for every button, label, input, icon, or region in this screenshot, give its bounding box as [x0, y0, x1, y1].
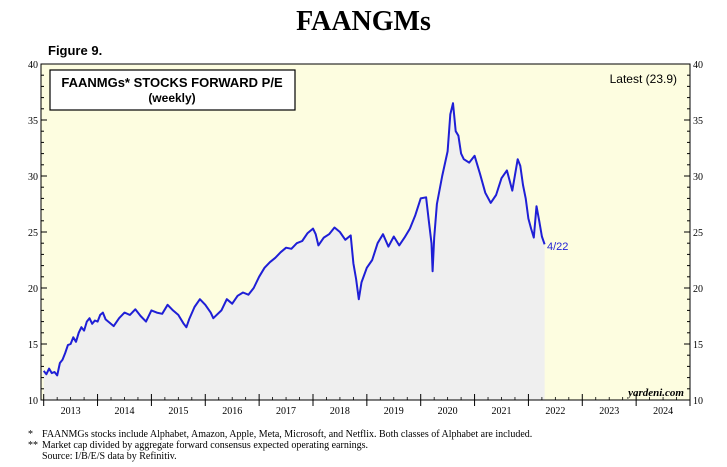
- y-tick-label: 35: [28, 116, 38, 127]
- y-axis-left: 10 15 20 25 30 35 40: [28, 60, 47, 407]
- y-axis-right: 10 15 20 25 30 35 40: [684, 60, 703, 407]
- footnote-text: FAANMGs stocks include Alphabet, Amazon,…: [42, 429, 533, 440]
- footnote-marker: *: [28, 429, 33, 440]
- y-tick-label: 20: [28, 284, 38, 295]
- watermark: yardeni.com: [626, 387, 684, 399]
- y-tick-label: 25: [28, 228, 38, 239]
- x-tick-label: 2023: [599, 406, 619, 417]
- y-tick-label: 30: [28, 172, 38, 183]
- y-tick-label: 35: [693, 116, 703, 127]
- y-tick-label: 10: [28, 396, 38, 407]
- footnote-text: Source: I/B/E/S data by Refinitiv.: [42, 451, 177, 462]
- x-tick-label: 2021: [491, 406, 511, 417]
- x-tick-label: 2014: [114, 406, 134, 417]
- x-tick-label: 2020: [438, 406, 458, 417]
- title-box: [49, 69, 296, 111]
- x-tick-label: 2024: [653, 406, 673, 417]
- y-tick-label: 10: [693, 396, 703, 407]
- x-tick-label: 2013: [61, 406, 81, 417]
- x-tick-label: 2015: [168, 406, 188, 417]
- x-tick-label: 2022: [545, 406, 565, 417]
- latest-label: Latest (23.9): [610, 72, 677, 86]
- y-tick-label: 15: [28, 340, 38, 351]
- x-tick-label: 2016: [222, 406, 242, 417]
- footnote-source: Source: I/B/E/S data by Refinitiv.: [28, 451, 532, 462]
- footnote-text: Market cap divided by aggregate forward …: [42, 440, 368, 451]
- footnote-1: * FAANMGs stocks include Alphabet, Amazon…: [28, 429, 532, 440]
- x-axis: 2013 2014 2015 2016 2017 2018 2019 2020 2021 2022…: [43, 394, 691, 417]
- x-tick-label: 2019: [384, 406, 404, 417]
- y-tick-label: 30: [693, 172, 703, 183]
- figure-label: Figure 9.: [48, 43, 103, 58]
- y-tick-label: 20: [693, 284, 703, 295]
- footnotes: * FAANMGs stocks include Alphabet, Amazon…: [28, 429, 532, 462]
- y-tick-label: 40: [693, 60, 703, 71]
- x-tick-label: 2017: [276, 406, 296, 417]
- area-fill: [43, 103, 545, 400]
- x-tick-label: 2018: [330, 406, 350, 417]
- footnote-marker: **: [28, 440, 38, 451]
- page-title: FAANGMs: [296, 6, 431, 37]
- chart-subtitle: (weekly): [148, 91, 195, 105]
- footnote-2: ** Market cap divided by aggregate forwar…: [28, 440, 532, 451]
- chart-title: FAANMGs* STOCKS FORWARD P/E: [61, 75, 283, 90]
- end-annotation: 4/22: [547, 241, 568, 253]
- y-tick-label: 15: [693, 340, 703, 351]
- y-tick-label: 25: [693, 228, 703, 239]
- y-tick-label: 40: [28, 60, 38, 71]
- series-line: [42, 102, 546, 377]
